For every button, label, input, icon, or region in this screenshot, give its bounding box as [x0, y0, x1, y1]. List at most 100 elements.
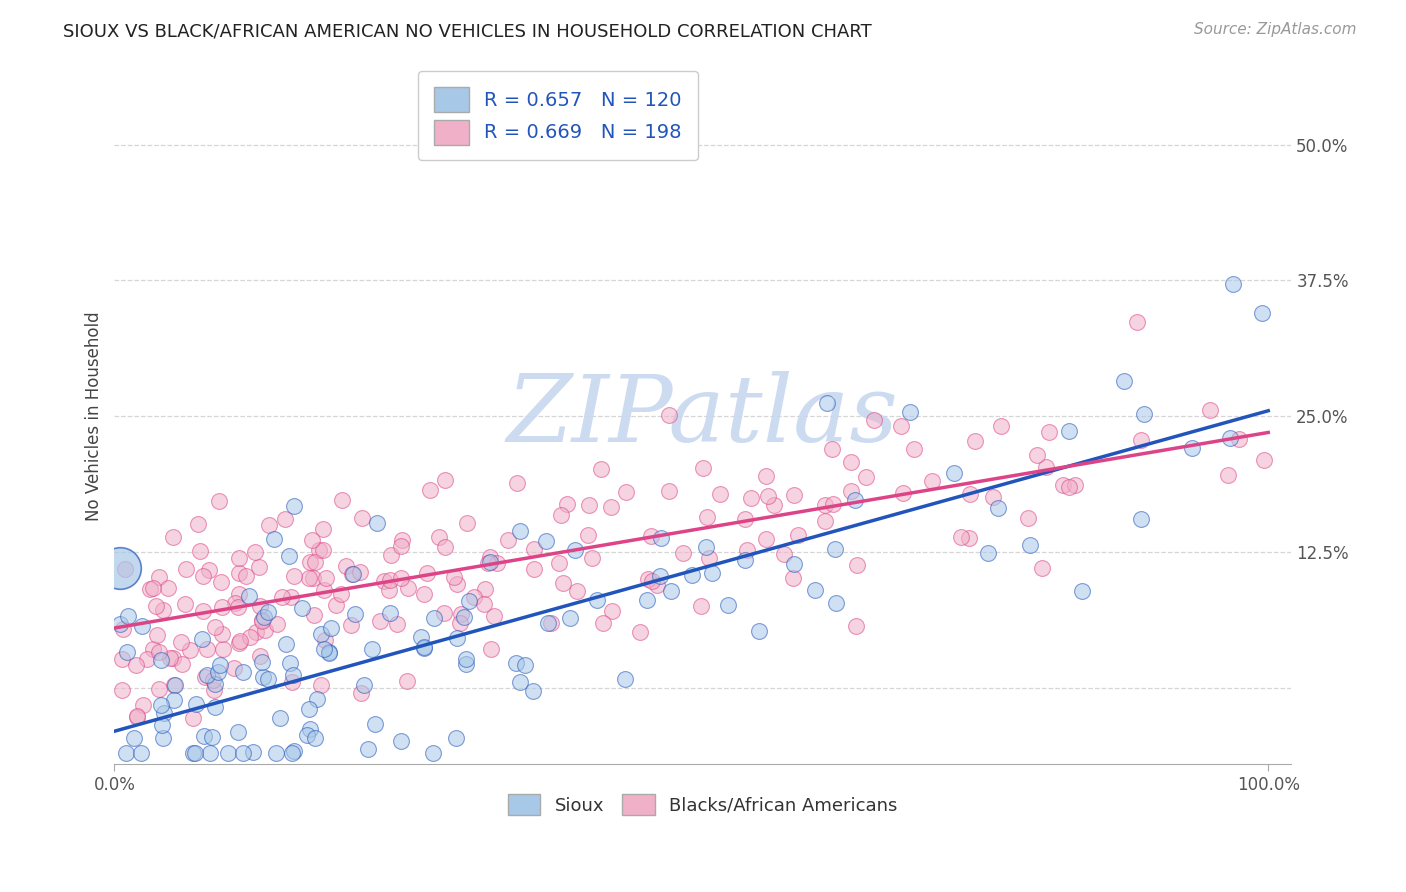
Point: [162, 651, 184, 665]
Point: [412, 640, 434, 654]
Point: [224, 596, 246, 610]
Point: [1227, 432, 1250, 446]
Point: [427, 530, 450, 544]
Point: [581, 551, 603, 566]
Point: [291, 601, 314, 615]
Point: [153, 706, 176, 720]
Point: [281, 746, 304, 760]
Point: [456, 516, 478, 530]
Point: [187, 516, 209, 531]
Point: [202, 683, 225, 698]
Point: [898, 405, 921, 419]
Point: [1017, 510, 1039, 524]
Point: [824, 542, 846, 557]
Point: [523, 562, 546, 576]
Point: [409, 630, 432, 644]
Point: [373, 574, 395, 588]
Point: [142, 581, 165, 595]
Point: [184, 746, 207, 760]
Point: [479, 642, 502, 657]
Point: [479, 549, 502, 564]
Point: [456, 652, 478, 666]
Point: [453, 610, 475, 624]
Point: [586, 593, 609, 607]
Point: [209, 575, 232, 590]
Point: [228, 636, 250, 650]
Point: [1035, 459, 1057, 474]
Point: [329, 587, 352, 601]
Point: [125, 658, 148, 673]
Point: [197, 667, 219, 681]
Point: [1031, 561, 1053, 575]
Point: [434, 474, 457, 488]
Point: [312, 522, 335, 536]
Point: [825, 596, 848, 610]
Point: [211, 627, 233, 641]
Point: [110, 616, 132, 631]
Point: [814, 514, 837, 528]
Point: [349, 565, 371, 579]
Point: [783, 488, 806, 502]
Point: [645, 578, 668, 592]
Point: [658, 483, 681, 498]
Point: [987, 500, 1010, 515]
Point: [311, 627, 333, 641]
Point: [748, 624, 770, 639]
Point: [548, 557, 571, 571]
Point: [815, 395, 838, 409]
Point: [477, 557, 499, 571]
Point: [1018, 538, 1040, 552]
Point: [891, 486, 914, 500]
Point: [385, 616, 408, 631]
Point: [314, 641, 336, 656]
Point: [553, 575, 575, 590]
Point: [396, 581, 419, 595]
Point: [1253, 453, 1275, 467]
Point: [762, 499, 785, 513]
Point: [232, 665, 254, 679]
Point: [536, 533, 558, 548]
Point: [304, 555, 326, 569]
Point: [191, 632, 214, 647]
Point: [564, 542, 586, 557]
Point: [256, 673, 278, 687]
Point: [108, 561, 131, 575]
Point: [433, 541, 456, 555]
Point: [202, 673, 225, 687]
Point: [181, 711, 204, 725]
Text: Source: ZipAtlas.com: Source: ZipAtlas.com: [1194, 22, 1357, 37]
Point: [301, 533, 323, 548]
Point: [330, 493, 353, 508]
Point: [555, 497, 578, 511]
Point: [576, 528, 599, 542]
Point: [391, 734, 413, 748]
Point: [641, 574, 664, 588]
Point: [250, 614, 273, 628]
Point: [114, 562, 136, 576]
Point: [690, 599, 713, 613]
Point: [368, 614, 391, 628]
Point: [278, 549, 301, 563]
Point: [1112, 374, 1135, 388]
Point: [204, 620, 226, 634]
Point: [335, 559, 357, 574]
Point: [1199, 403, 1222, 417]
Point: [540, 616, 562, 631]
Point: [298, 722, 321, 736]
Point: [266, 617, 288, 632]
Point: [457, 594, 479, 608]
Point: [274, 512, 297, 526]
Point: [391, 533, 413, 547]
Point: [228, 586, 250, 600]
Point: [228, 551, 250, 566]
Text: SIOUX VS BLACK/AFRICAN AMERICAN NO VEHICLES IN HOUSEHOLD CORRELATION CHART: SIOUX VS BLACK/AFRICAN AMERICAN NO VEHIC…: [63, 22, 872, 40]
Point: [148, 645, 170, 659]
Point: [823, 497, 845, 511]
Point: [357, 742, 380, 756]
Point: [450, 615, 472, 630]
Point: [444, 731, 467, 745]
Point: [269, 711, 291, 725]
Point: [253, 623, 276, 637]
Point: [149, 698, 172, 712]
Point: [950, 530, 973, 544]
